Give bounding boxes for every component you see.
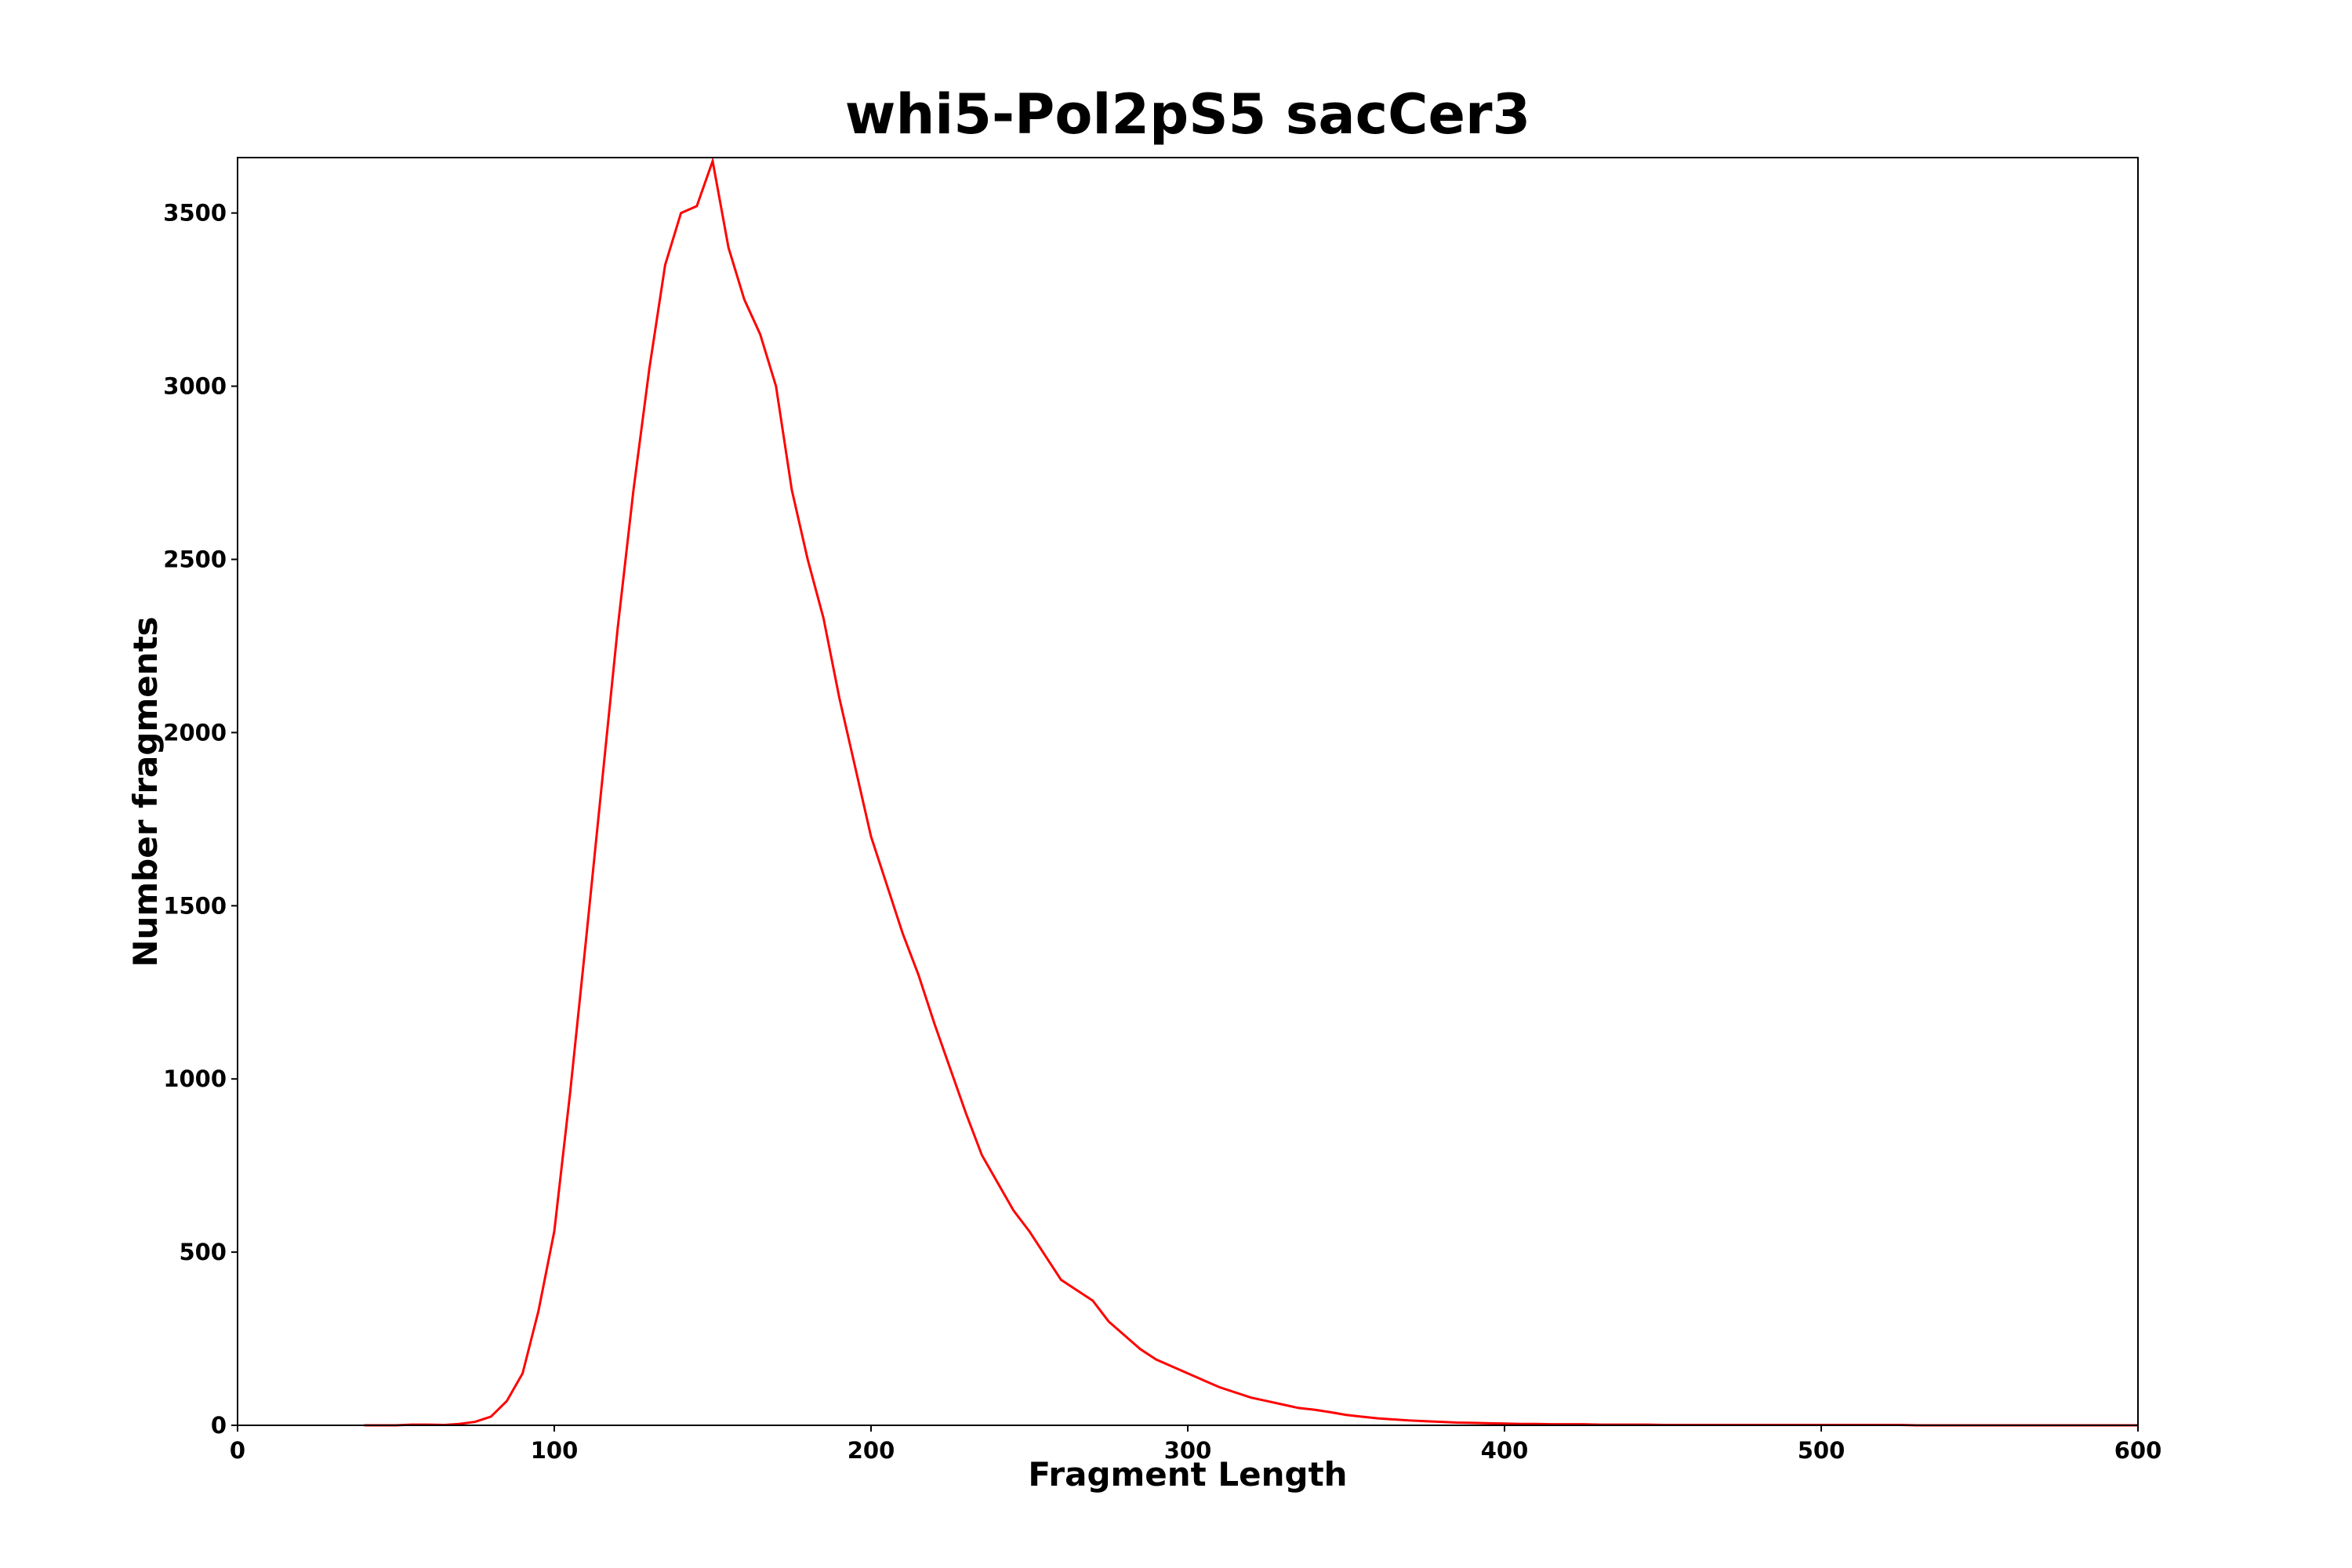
x-tick-label: 0 [230, 1437, 245, 1464]
y-tick-label: 2500 [163, 546, 227, 572]
y-tick-label: 0 [211, 1412, 227, 1439]
y-axis-label: Number fragments [126, 616, 165, 967]
x-tick-label: 300 [1164, 1437, 1212, 1464]
plot-frame [237, 157, 2139, 1426]
x-tick-label: 400 [1481, 1437, 1529, 1464]
data-line [364, 156, 2138, 1427]
y-tick-label: 3000 [163, 373, 227, 400]
y-tick-label: 500 [179, 1239, 227, 1265]
x-tick-label: 200 [848, 1437, 895, 1464]
x-axis-label: Fragment Length [1028, 1455, 1347, 1494]
x-tick-label: 100 [531, 1437, 579, 1464]
x-tick-label: 500 [1798, 1437, 1846, 1464]
x-tick-label: 600 [2114, 1437, 2162, 1464]
y-tick-label: 1500 [163, 892, 227, 919]
y-tick-label: 3500 [163, 200, 227, 227]
y-tick-label: 1000 [163, 1065, 227, 1092]
y-tick-label: 2000 [163, 719, 227, 746]
chart-title: whi5-Pol2pS5 sacCer3 [845, 82, 1530, 147]
